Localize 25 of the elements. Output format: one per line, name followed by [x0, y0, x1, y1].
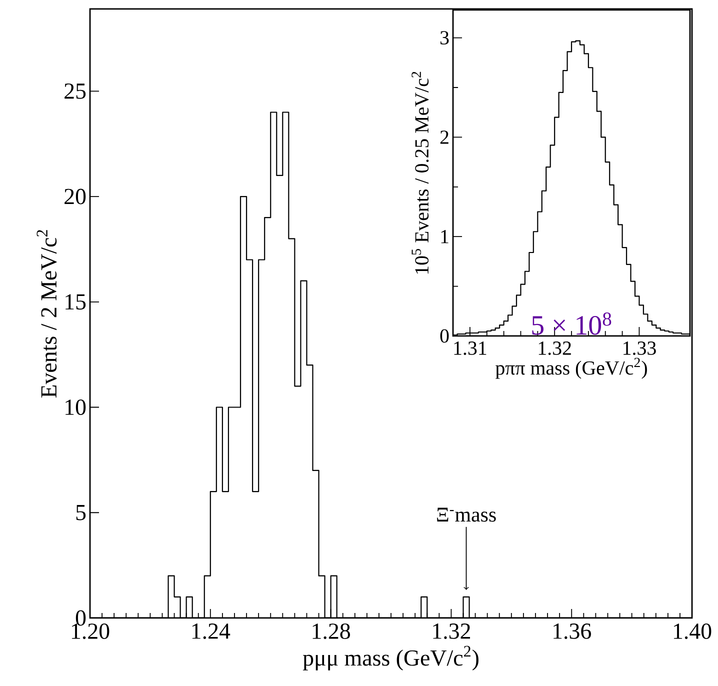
y-axis-title: 10$^{5}$ Events / 0.25 MeV/c$^{2}$	[412, 72, 429, 274]
y-tick-label: 25	[64, 83, 86, 99]
x-tick-label: 1.36	[554, 624, 591, 640]
x-tick-label: 1.32	[538, 342, 571, 355]
y-tick-label: 5	[76, 504, 86, 520]
y-tick-label: 15	[66, 294, 86, 310]
y-axis-title: Events / 2 MeV/c$^{2}$	[36, 230, 57, 398]
y-tick-label: 0	[76, 610, 86, 626]
x-tick-label: 1.24	[192, 624, 230, 640]
y-tick-label: 20	[64, 188, 86, 204]
x-tick-label: 1.28	[312, 623, 350, 640]
y-tick-label: 1	[441, 230, 448, 244]
x-tick-label: 1.40	[674, 623, 712, 640]
x-tick-label: 1.32	[433, 624, 470, 640]
x-axis-title: pμμ mass (GeV/c$^{2}$)	[302, 646, 478, 670]
y-tick-label: 0	[440, 329, 449, 343]
y-tick-label: 10	[66, 400, 86, 415]
annotation: 5 × 10$^{8}$	[532, 312, 612, 335]
x-tick-label: 1.31	[454, 342, 486, 355]
x-tick-label: 1.20	[72, 623, 110, 640]
y-tick-label: 2	[440, 130, 448, 144]
x-axis-title: pππ mass (GeV/c$^{2}$)	[496, 358, 647, 379]
y-tick-label: 3	[440, 31, 449, 44]
annotation: Ξ$^{-}$mass	[437, 508, 496, 522]
x-tick-label: 1.33	[624, 342, 656, 355]
